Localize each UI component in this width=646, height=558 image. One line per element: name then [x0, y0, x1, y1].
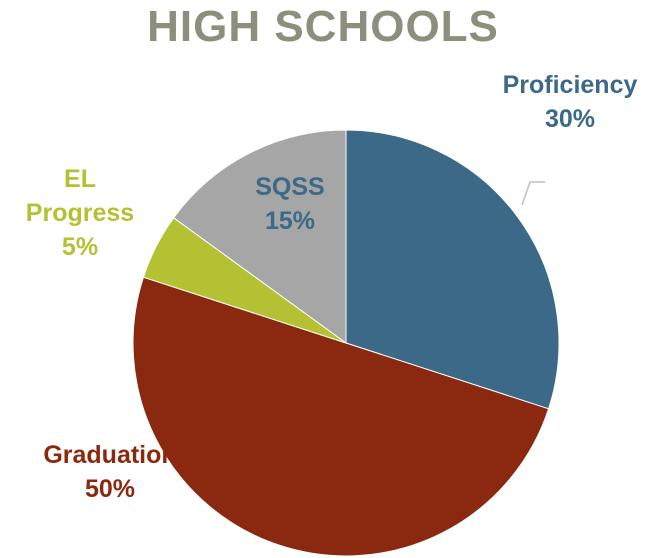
- slice-label-value: 50%: [84, 475, 136, 503]
- pie-slice: [132, 276, 550, 557]
- pie-slice: [172, 129, 347, 344]
- slice-label-name: EL Progress: [25, 165, 135, 227]
- slice-label-value: 15%: [264, 207, 316, 235]
- slice-label-name: SQSS: [255, 173, 325, 201]
- slice-label-name: Proficiency: [502, 71, 638, 99]
- chart-title: HIGH SCHOOLS: [147, 2, 499, 51]
- slice-label-value: 30%: [544, 105, 596, 133]
- slice-label-value: 5%: [61, 233, 99, 261]
- pie-slice: [345, 129, 560, 410]
- leader-line: [521, 181, 545, 206]
- slice-label-name: Graduation: [43, 441, 177, 469]
